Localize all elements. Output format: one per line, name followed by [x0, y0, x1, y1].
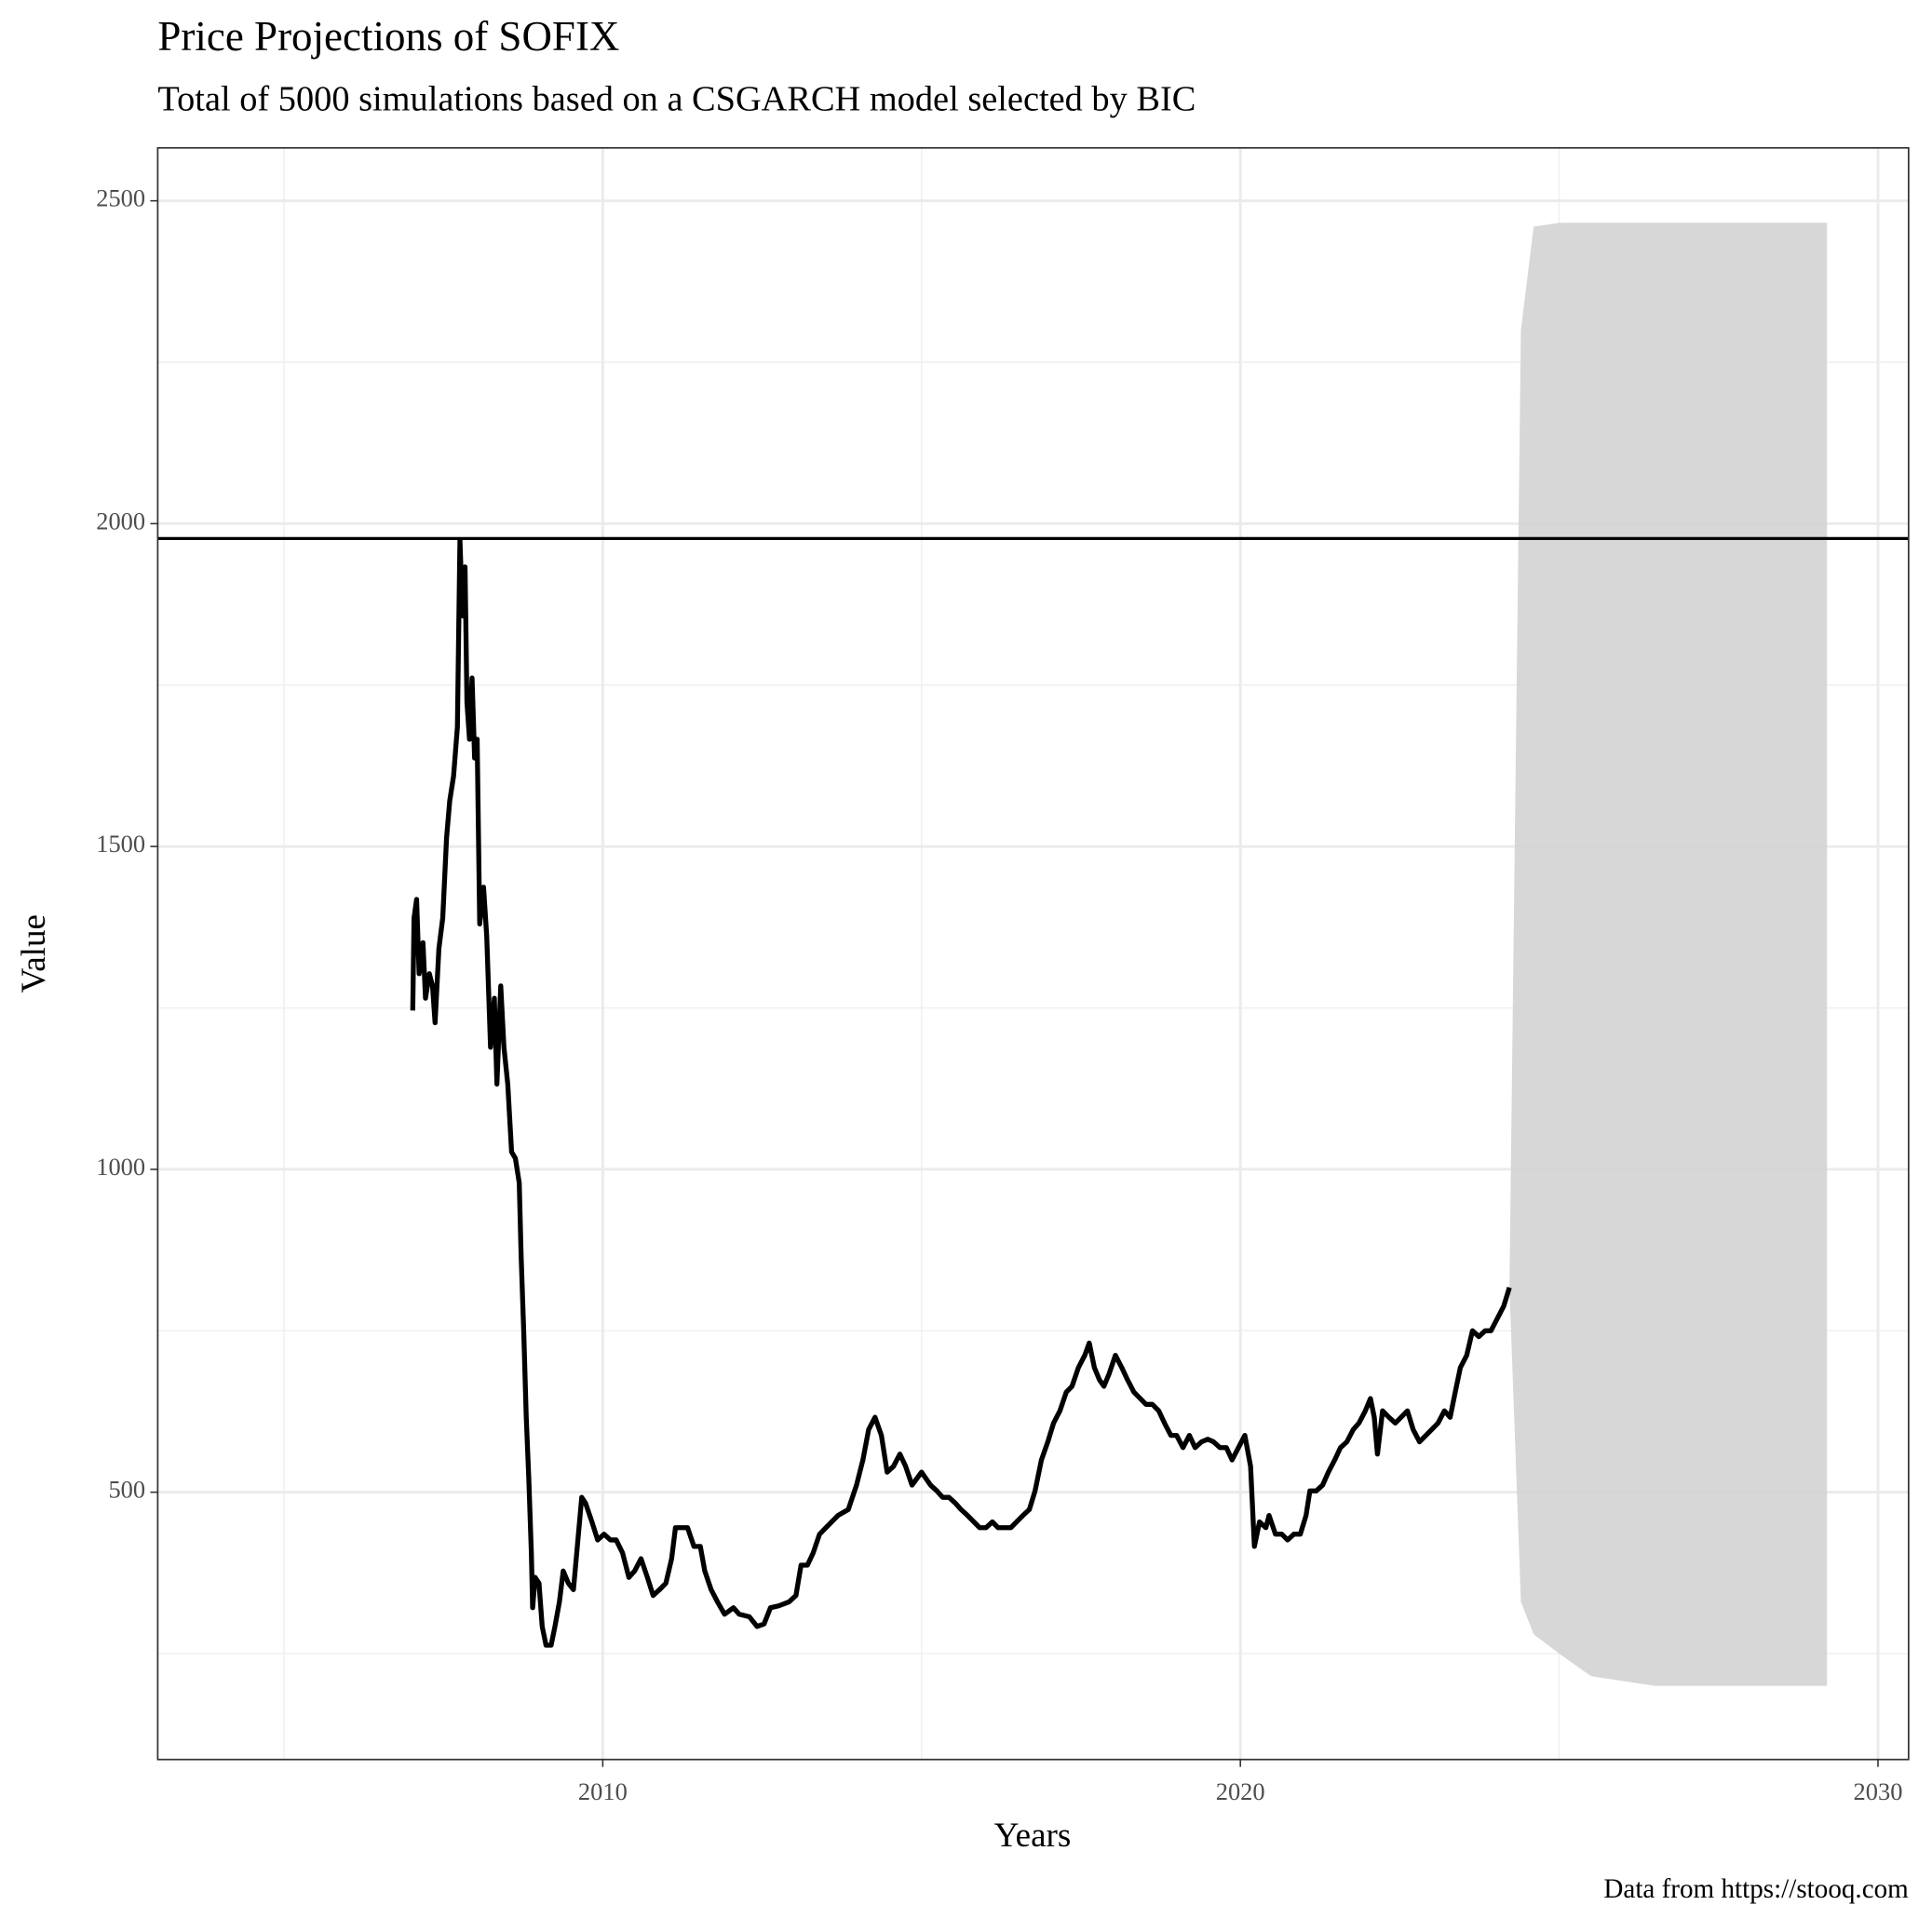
y-tick-label: 1000 [96, 1153, 145, 1181]
plot-border [156, 146, 1910, 1761]
x-tick-label: 2020 [1216, 1777, 1265, 1805]
caption: Data from https://stooq.com [1603, 1874, 1909, 1904]
y-tick-label: 2500 [96, 184, 145, 212]
y-tick-label: 1500 [96, 830, 145, 858]
x-tick-label: 2030 [1854, 1777, 1903, 1805]
chart-title: Price Projections of SOFIX [157, 13, 619, 60]
tick-labels: 500 1000 1500 2000 2500 2010 2020 2030 [96, 184, 1902, 1805]
price-line [410, 537, 1512, 1648]
chart-subtitle: Total of 5000 simulations based on a CSG… [157, 80, 1196, 119]
marks [157, 223, 1909, 1686]
y-tick-label: 500 [108, 1476, 145, 1504]
x-axis-title: Years [994, 1817, 1072, 1855]
simulation-band [1509, 223, 1828, 1686]
x-tick-label: 2010 [578, 1777, 628, 1805]
y-tick-label: 2000 [96, 507, 145, 534]
y-axis-title: Value [15, 914, 53, 993]
